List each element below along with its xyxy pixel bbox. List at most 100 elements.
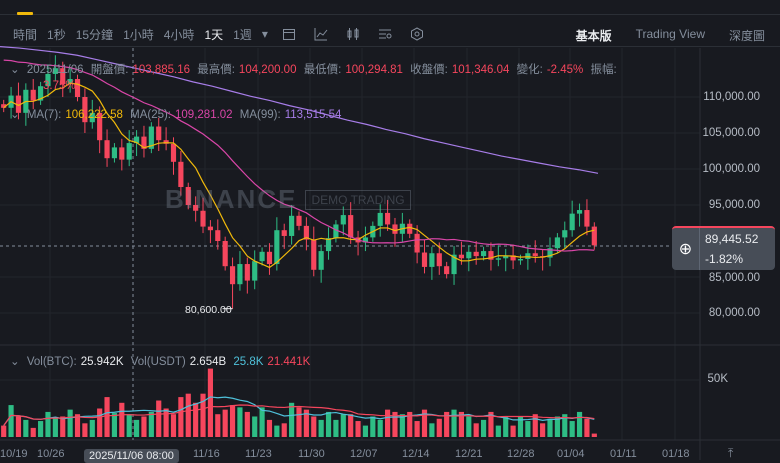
open-value: 103,885.16 bbox=[132, 64, 191, 76]
candle-body bbox=[444, 266, 450, 275]
volume-bar bbox=[562, 414, 568, 437]
candle-body bbox=[348, 215, 354, 238]
volume-bar bbox=[584, 418, 590, 437]
volume-bar bbox=[348, 414, 354, 437]
candle-body bbox=[193, 205, 199, 211]
candle-body bbox=[451, 254, 457, 275]
ma99-label: MA(99): bbox=[239, 109, 281, 121]
candle-body bbox=[259, 251, 265, 262]
candle-body bbox=[414, 233, 420, 253]
candle-body bbox=[362, 237, 369, 243]
volume-bar bbox=[362, 425, 369, 437]
candle-body bbox=[1, 104, 7, 108]
volume-bar bbox=[229, 405, 236, 437]
volume-bar bbox=[97, 408, 103, 437]
volume-bar bbox=[163, 408, 169, 437]
volume-bar bbox=[222, 409, 228, 437]
active-indicator bbox=[17, 12, 33, 15]
volume-bar bbox=[318, 419, 324, 437]
candle-body bbox=[436, 253, 442, 267]
x-tick: 01/11 bbox=[610, 448, 637, 460]
volume-bar bbox=[104, 397, 110, 437]
candle-body bbox=[30, 89, 36, 101]
candle-body bbox=[89, 112, 95, 123]
volume-bar bbox=[170, 414, 177, 437]
volume-bar bbox=[392, 411, 398, 437]
volume-bar bbox=[451, 409, 457, 437]
collapse-volume-icon[interactable]: ⌄ bbox=[10, 356, 20, 368]
candle-body bbox=[377, 212, 383, 226]
collapse-ma-icon[interactable]: ⌄ bbox=[10, 109, 20, 121]
volume-bar bbox=[119, 402, 125, 437]
x-tick: 12/28 bbox=[507, 448, 535, 460]
interval-time[interactable]: 時間 bbox=[13, 27, 38, 42]
candle-body bbox=[503, 255, 509, 259]
calendar-icon[interactable] bbox=[281, 26, 297, 42]
interval-1s[interactable]: 1秒 bbox=[47, 27, 66, 42]
candle-body bbox=[584, 210, 590, 227]
interval-15m[interactable]: 15分鐘 bbox=[75, 27, 114, 42]
volume-bar bbox=[407, 411, 413, 437]
interval-1w[interactable]: 1週 bbox=[233, 27, 252, 42]
candle-body bbox=[466, 251, 472, 259]
candle-body bbox=[311, 239, 317, 270]
candle-body bbox=[303, 225, 309, 240]
collapse-icon[interactable]: ⌄ bbox=[10, 64, 20, 76]
volume-bar bbox=[540, 423, 546, 437]
volume-bar bbox=[207, 368, 213, 437]
interval-1h[interactable]: 1小時 bbox=[123, 27, 154, 42]
add-alert-plus-icon[interactable]: ⊕ bbox=[672, 228, 700, 270]
indicator-chart-icon[interactable] bbox=[313, 26, 329, 42]
candle-body bbox=[333, 224, 339, 239]
settings-list-icon[interactable] bbox=[377, 26, 393, 42]
candle-body bbox=[207, 226, 213, 231]
view-tradingview[interactable]: Trading View bbox=[635, 27, 705, 41]
low-marker: 80,600.00 bbox=[185, 304, 232, 316]
vol-ma1-value: 25.8K bbox=[233, 356, 264, 368]
candle-body bbox=[318, 251, 324, 270]
volume-bar bbox=[244, 411, 250, 437]
display-settings-icon[interactable] bbox=[409, 26, 425, 42]
candle-body bbox=[141, 136, 147, 149]
volume-bar bbox=[60, 416, 66, 437]
price-tick: 110,000.00 bbox=[703, 91, 760, 103]
scroll-to-latest-icon[interactable]: ⤒ bbox=[728, 446, 734, 460]
candle-body bbox=[554, 237, 560, 249]
volume-bar bbox=[289, 402, 295, 437]
ma99-value: 113,515.54 bbox=[284, 109, 342, 121]
view-depth[interactable]: 深度圖 bbox=[728, 29, 765, 43]
volume-bar bbox=[385, 409, 391, 437]
volume-bar bbox=[296, 407, 302, 437]
volume-bar bbox=[377, 419, 383, 437]
volume-bar bbox=[333, 419, 339, 437]
x-tick: 11/16 bbox=[193, 448, 220, 460]
candle-body bbox=[163, 140, 169, 144]
change-value: -2.45% bbox=[546, 64, 584, 76]
candle-body bbox=[97, 112, 103, 141]
vol-btc-value: 25.942K bbox=[80, 356, 124, 368]
candle-body bbox=[562, 230, 568, 238]
candle-body bbox=[60, 68, 66, 85]
candle-type-icon[interactable] bbox=[345, 26, 361, 42]
candle-body bbox=[407, 223, 413, 234]
volume-bar bbox=[303, 409, 309, 437]
interval-1d[interactable]: 1天 bbox=[204, 27, 224, 42]
candle-body bbox=[215, 230, 221, 241]
price-tick: 85,000.00 bbox=[708, 272, 760, 284]
volume-bar bbox=[532, 414, 538, 437]
more-intervals-dropdown-icon[interactable]: ▾ bbox=[261, 27, 268, 41]
candle-body bbox=[74, 79, 81, 97]
candle-body bbox=[229, 266, 236, 285]
volume-bar bbox=[8, 405, 14, 437]
interval-4h[interactable]: 4小時 bbox=[163, 27, 195, 42]
candle-body bbox=[510, 255, 516, 261]
volume-bar bbox=[200, 393, 206, 437]
high-value: 104,200.00 bbox=[238, 64, 297, 76]
volume-bar bbox=[547, 418, 553, 437]
view-basic[interactable]: 基本版 bbox=[575, 29, 612, 43]
volume-bar bbox=[274, 425, 280, 437]
candle-body bbox=[547, 248, 553, 258]
candle-body bbox=[385, 212, 391, 225]
volume-bar bbox=[185, 393, 191, 437]
